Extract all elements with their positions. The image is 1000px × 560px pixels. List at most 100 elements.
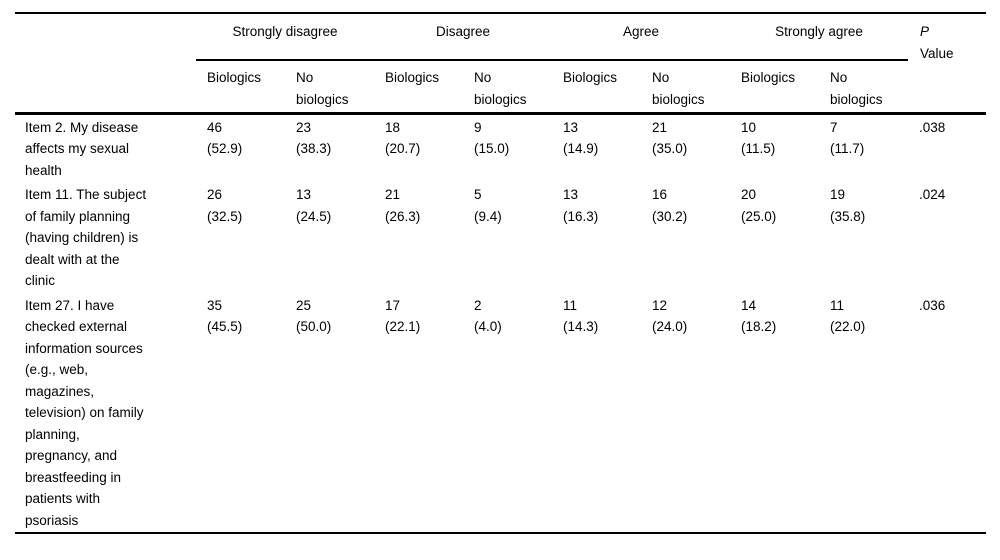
count-cell: 46 (52.9) — [196, 113, 285, 182]
count-value: 21 — [652, 119, 668, 135]
subheader-biologics: Biologics — [552, 60, 641, 115]
count-cell: 2 (4.0) — [463, 292, 552, 534]
count-value: 11 — [830, 297, 845, 313]
percent-value: (14.3) — [563, 319, 599, 334]
count-cell: 13 (16.3) — [552, 182, 641, 293]
count-cell: 18 (20.7) — [374, 113, 463, 182]
percent-value: (16.3) — [563, 208, 599, 224]
subheader-label: Biologics — [207, 70, 262, 85]
p-value-cell: .024 — [919, 187, 946, 202]
count-value: 25 — [296, 297, 312, 313]
subheader-label: No biologics — [652, 70, 705, 107]
group-header-row: Strongly disagree Disagree Agree Strongl… — [15, 13, 986, 115]
item-column-header-spacer — [15, 13, 196, 60]
count-value: 13 — [296, 187, 312, 202]
p-symbol: P — [920, 24, 930, 39]
subheader-no-biologics: No biologics — [641, 60, 730, 115]
subheader-no-biologics: No biologics — [285, 60, 374, 115]
item-label-cell: Item 11. The subject of family planning … — [15, 182, 196, 293]
count-value: 5 — [474, 187, 482, 202]
count-value: 7 — [830, 119, 838, 135]
count-value: 20 — [741, 187, 757, 202]
percent-value: (32.5) — [207, 208, 243, 224]
count-cell: 12 (24.0) — [641, 292, 730, 534]
percent-value: (52.9) — [207, 141, 243, 156]
count-value: 12 — [652, 297, 668, 313]
count-cell: 7 (11.7) — [819, 113, 908, 182]
percent-value: (22.0) — [830, 319, 866, 334]
count-cell: 9 (15.0) — [463, 113, 552, 182]
percent-value: (45.5) — [207, 319, 243, 334]
count-value: 23 — [296, 119, 312, 135]
percent-value: (35.0) — [652, 141, 688, 156]
count-value: 11 — [563, 297, 578, 313]
count-value: 21 — [385, 187, 401, 202]
percent-value: (25.0) — [741, 208, 777, 224]
count-cell: 23 (38.3) — [285, 113, 374, 182]
percent-value: (11.5) — [741, 141, 776, 156]
count-value: 13 — [563, 119, 579, 135]
subheader-label: No biologics — [830, 70, 883, 107]
count-value: 16 — [652, 187, 668, 202]
count-value: 2 — [474, 297, 482, 313]
percent-value: (24.0) — [652, 319, 688, 334]
percent-value: (26.3) — [385, 208, 421, 224]
subheader-no-biologics: No biologics — [819, 60, 908, 115]
subheader-label: No biologics — [474, 70, 527, 107]
percent-value: (9.4) — [474, 208, 502, 224]
count-cell: 14 (18.2) — [730, 292, 819, 534]
count-cell: 10 (11.5) — [730, 113, 819, 182]
percent-value: (11.7) — [830, 141, 865, 156]
percent-value: (30.2) — [652, 208, 688, 224]
subheader-label: Biologics — [563, 70, 618, 85]
item-label: Item 11. The subject of family planning … — [25, 187, 147, 288]
count-cell: 35 (45.5) — [196, 292, 285, 534]
count-cell: 13 (14.9) — [552, 113, 641, 182]
subheader-no-biologics: No biologics — [463, 60, 552, 115]
count-cell: 5 (9.4) — [463, 182, 552, 293]
count-value: 17 — [385, 297, 401, 313]
count-value: 9 — [474, 119, 482, 135]
percent-value: (15.0) — [474, 141, 510, 156]
item-label: Item 27. I have checked external informa… — [25, 297, 144, 528]
item-label-cell: Item 27. I have checked external informa… — [15, 292, 196, 534]
item-label: Item 2. My disease affects my sexual hea… — [25, 119, 139, 178]
count-value: 46 — [207, 119, 223, 135]
count-value: 18 — [385, 119, 401, 135]
count-cell: 21 (26.3) — [374, 182, 463, 293]
count-cell: 13 (24.5) — [285, 182, 374, 293]
count-value: 19 — [830, 187, 846, 202]
count-cell: 25 (50.0) — [285, 292, 374, 534]
percent-value: (50.0) — [296, 319, 332, 334]
percent-value: (35.8) — [830, 208, 866, 224]
count-cell: 16 (30.2) — [641, 182, 730, 293]
column-group-strongly-disagree: Strongly disagree — [196, 13, 374, 61]
count-value: 35 — [207, 297, 223, 313]
count-value: 14 — [741, 297, 757, 313]
subheader-label: No biologics — [296, 70, 349, 107]
count-value: 26 — [207, 187, 223, 202]
item-label-cell: Item 2. My disease affects my sexual hea… — [15, 113, 196, 182]
percent-value: (18.2) — [741, 319, 777, 334]
subheader-row: Biologics No biologics Biologics No biol… — [15, 60, 986, 115]
p-value-cell: .036 — [908, 292, 986, 534]
percent-value: (20.7) — [385, 141, 421, 156]
count-value: 13 — [563, 187, 579, 202]
count-cell: 17 (22.1) — [374, 292, 463, 534]
column-group-disagree: Disagree — [374, 13, 552, 61]
count-cell: 19 (35.8) — [819, 182, 908, 293]
p-value-cell: .038 — [919, 119, 946, 135]
subheader-biologics: Biologics — [730, 60, 819, 115]
subheader-biologics: Biologics — [196, 60, 285, 115]
results-table: Strongly disagree Disagree Agree Strongl… — [15, 12, 986, 534]
table-row: Item 11. The subject of family planning … — [15, 182, 986, 293]
count-cell: 26 (32.5) — [196, 182, 285, 293]
p-word: Value — [920, 45, 954, 61]
percent-value: (4.0) — [474, 319, 502, 334]
count-value: 10 — [741, 119, 757, 135]
subheader-biologics: Biologics — [374, 60, 463, 115]
item-column-subheader-spacer — [15, 60, 196, 115]
table-row: Item 2. My disease affects my sexual hea… — [15, 113, 986, 182]
percent-value: (24.5) — [296, 208, 332, 224]
count-cell: 20 (25.0) — [730, 182, 819, 293]
